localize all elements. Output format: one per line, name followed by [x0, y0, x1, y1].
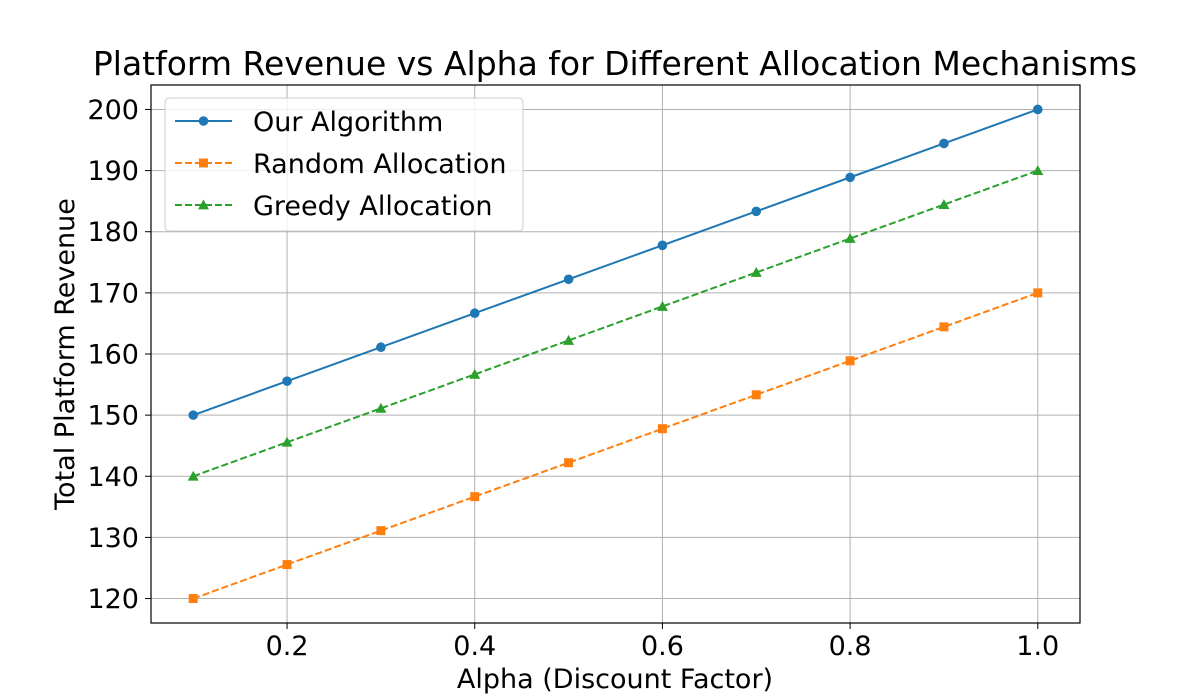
series-2	[188, 288, 1043, 604]
data-point	[751, 206, 762, 217]
series-line	[192, 108, 1039, 417]
x-axis-label: Alpha (Discount Factor)	[457, 664, 773, 695]
series-1	[188, 104, 1043, 420]
data-point	[376, 526, 386, 536]
data-point	[282, 560, 292, 570]
y-axis-ticks: 120 130 140 150 160 170 180 190 200	[87, 95, 151, 615]
data-point	[751, 390, 761, 400]
chart-title: Platform Revenue vs Alpha for Different …	[93, 44, 1137, 83]
y-tick-label: 190	[87, 156, 139, 187]
y-tick-label: 140	[87, 462, 139, 493]
legend-label: Greedy Allocation	[253, 191, 492, 222]
data-point	[657, 240, 668, 251]
series-line	[192, 291, 1039, 600]
data-point	[750, 267, 762, 277]
data-point	[938, 199, 950, 209]
x-tick-label: 0.2	[266, 631, 309, 662]
y-tick-label: 170	[87, 278, 139, 309]
data-point	[1033, 288, 1043, 298]
legend-marker	[198, 199, 209, 210]
data-point	[188, 594, 198, 604]
data-point	[375, 402, 387, 413]
legend-label: Our Algorithm	[253, 107, 443, 138]
legend-item: Our Algorithm	[175, 107, 443, 138]
y-tick-label: 120	[87, 584, 139, 615]
data-point	[1032, 165, 1044, 175]
data-point	[281, 436, 293, 447]
legend-marker	[198, 116, 209, 126]
data-point	[939, 322, 949, 332]
y-axis-label: Total Platform Revenue	[50, 198, 81, 511]
y-tick-label: 150	[87, 401, 139, 432]
legend-item: Random Allocation	[175, 149, 506, 180]
legend-frame	[164, 97, 524, 232]
legend-label: Random Allocation	[253, 149, 506, 180]
series-layer	[187, 104, 1044, 604]
x-tick-label: 0.8	[829, 631, 872, 662]
x-tick-label: 1.0	[1016, 631, 1059, 662]
data-point	[656, 300, 668, 311]
data-point	[469, 368, 481, 379]
data-point	[844, 233, 856, 243]
data-point	[282, 376, 292, 386]
data-point	[376, 342, 386, 353]
data-point	[845, 172, 855, 183]
data-point	[563, 334, 575, 345]
y-tick-label: 130	[87, 523, 139, 554]
data-point	[657, 424, 667, 434]
legend-item: Greedy Allocation	[175, 191, 492, 222]
data-point	[845, 356, 855, 366]
y-tick-label: 180	[87, 217, 139, 248]
y-tick-label: 160	[87, 340, 139, 371]
data-point	[564, 458, 574, 468]
x-tick-label: 0.6	[641, 631, 684, 662]
data-point	[939, 138, 949, 149]
y-tick-label: 200	[87, 95, 139, 126]
series-3	[187, 165, 1044, 481]
x-tick-label: 0.4	[453, 631, 496, 662]
data-point	[188, 410, 199, 420]
grid	[151, 85, 1080, 623]
data-point	[187, 470, 199, 481]
x-axis-ticks: 0.2 0.4 0.6 0.8 1.0	[266, 623, 1059, 662]
data-point	[563, 274, 574, 285]
data-point	[1032, 104, 1043, 115]
legend-marker	[199, 158, 208, 168]
data-point	[470, 492, 480, 502]
legend: Our Algorithm Random Allocation Greedy All…	[164, 97, 524, 232]
data-point	[469, 308, 480, 319]
